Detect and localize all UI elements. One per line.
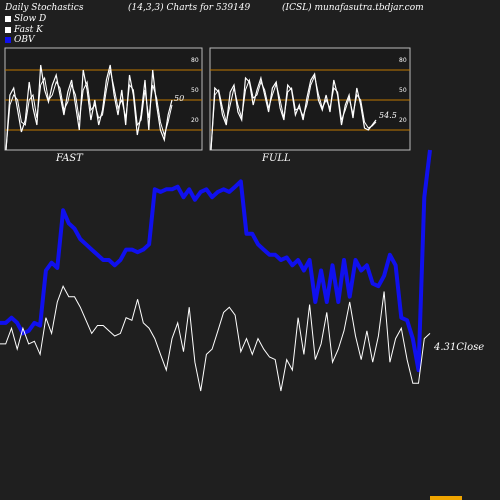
full-panel-label: FULL <box>262 153 291 164</box>
legend-obv-label: OBV <box>14 35 35 45</box>
chart-params: (14,3,3) Charts for 539149 <box>128 3 251 13</box>
legend-slow-d-label: Slow D <box>14 14 47 24</box>
fast-last-value: 50 <box>174 94 184 103</box>
legend-fast-k-label: Fast K <box>14 25 43 35</box>
fast-level-label-50: 50 <box>191 87 199 94</box>
legend-obv-swatch <box>5 37 11 43</box>
legend-slow-d: Slow D <box>5 14 46 24</box>
close-price-line <box>0 284 431 392</box>
chart-site: (ICSL) munafasutra.tbdjar.com <box>282 3 424 13</box>
fast-slow-d-line <box>5 69 173 151</box>
full-slow-d-line <box>210 74 377 151</box>
chart-title: Daily Stochastics <box>5 3 84 13</box>
close-value-label: 4.31Close <box>434 342 485 353</box>
legend-obv: OBV <box>5 35 35 45</box>
obv-price-plot <box>0 149 432 392</box>
footer-accent-bar <box>430 496 462 500</box>
full-panel: 80 50 20 54.5 <box>209 47 411 151</box>
obv-line <box>0 149 432 373</box>
full-fast-k-line <box>210 72 377 151</box>
full-level-label-80: 80 <box>399 57 407 64</box>
fast-level-label-80: 80 <box>191 57 199 64</box>
full-last-value: 54.5 <box>379 111 397 120</box>
fast-panel-label: FAST <box>56 153 83 164</box>
fast-fast-k-line <box>5 64 173 151</box>
full-level-label-50: 50 <box>399 87 407 94</box>
full-panel-frame <box>209 47 411 151</box>
fast-panel: 80 50 20 50 <box>4 47 203 151</box>
legend-slow-d-swatch <box>5 16 11 22</box>
fast-level-label-20: 20 <box>191 117 199 124</box>
full-level-label-20: 20 <box>399 117 407 124</box>
legend-fast-k: Fast K <box>5 25 43 35</box>
legend-fast-k-swatch <box>5 27 11 33</box>
